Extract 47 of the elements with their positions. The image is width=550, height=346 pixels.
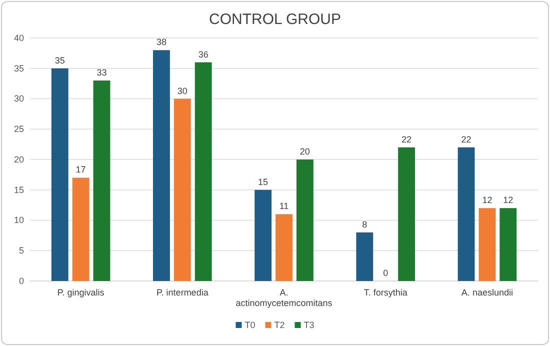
- data-label: 11: [279, 201, 289, 212]
- x-tick-label: T. forsythia: [364, 287, 408, 298]
- x-tick-label: P. gingivalis: [57, 287, 105, 298]
- y-tick-label: 15: [14, 184, 24, 195]
- chart-title: CONTROL GROUP: [209, 11, 341, 28]
- data-label: 38: [156, 37, 166, 48]
- data-label: 36: [198, 49, 208, 60]
- bar: [153, 50, 170, 281]
- data-label: 12: [503, 195, 514, 206]
- data-label: 30: [177, 86, 188, 96]
- y-tick-label: 35: [14, 63, 24, 74]
- bar: [356, 232, 374, 281]
- y-tick-label: 5: [18, 246, 24, 256]
- x-tick-label: A. actinomycetemcomitans: [236, 287, 333, 308]
- y-tick-label: 30: [14, 94, 24, 104]
- y-tick-label: 25: [14, 124, 24, 134]
- bar: [72, 178, 90, 281]
- legend-label: T0: [244, 320, 256, 330]
- bar: [51, 68, 68, 281]
- y-tick-label: 0: [18, 276, 24, 286]
- bar: [500, 208, 517, 281]
- bar: [296, 160, 314, 281]
- data-label: 35: [54, 55, 65, 66]
- bar: [478, 208, 496, 281]
- legend-label: T3: [304, 320, 314, 330]
- data-label: 8: [362, 219, 368, 230]
- bar: [254, 190, 272, 281]
- bar: [276, 214, 292, 281]
- data-label: 0: [383, 268, 388, 278]
- x-tick-label: A. naeslundii: [461, 287, 513, 298]
- bar: [93, 80, 110, 281]
- data-label: 22: [402, 134, 412, 144]
- data-label: 22: [461, 134, 472, 144]
- y-tick-label: 20: [14, 154, 24, 164]
- x-tick-label: P. intermedia: [156, 287, 208, 298]
- bar: [174, 98, 191, 281]
- data-label: 15: [258, 176, 268, 187]
- data-label: 12: [482, 195, 492, 206]
- data-label: 33: [96, 68, 107, 78]
- legend-label: T2: [274, 320, 285, 330]
- y-tick-label: 10: [14, 215, 24, 226]
- data-label: 17: [76, 164, 86, 175]
- bar: [458, 147, 475, 281]
- data-label: 20: [300, 146, 310, 156]
- bar: [194, 62, 212, 281]
- y-tick-label: 40: [14, 32, 24, 43]
- bar: [398, 147, 415, 281]
